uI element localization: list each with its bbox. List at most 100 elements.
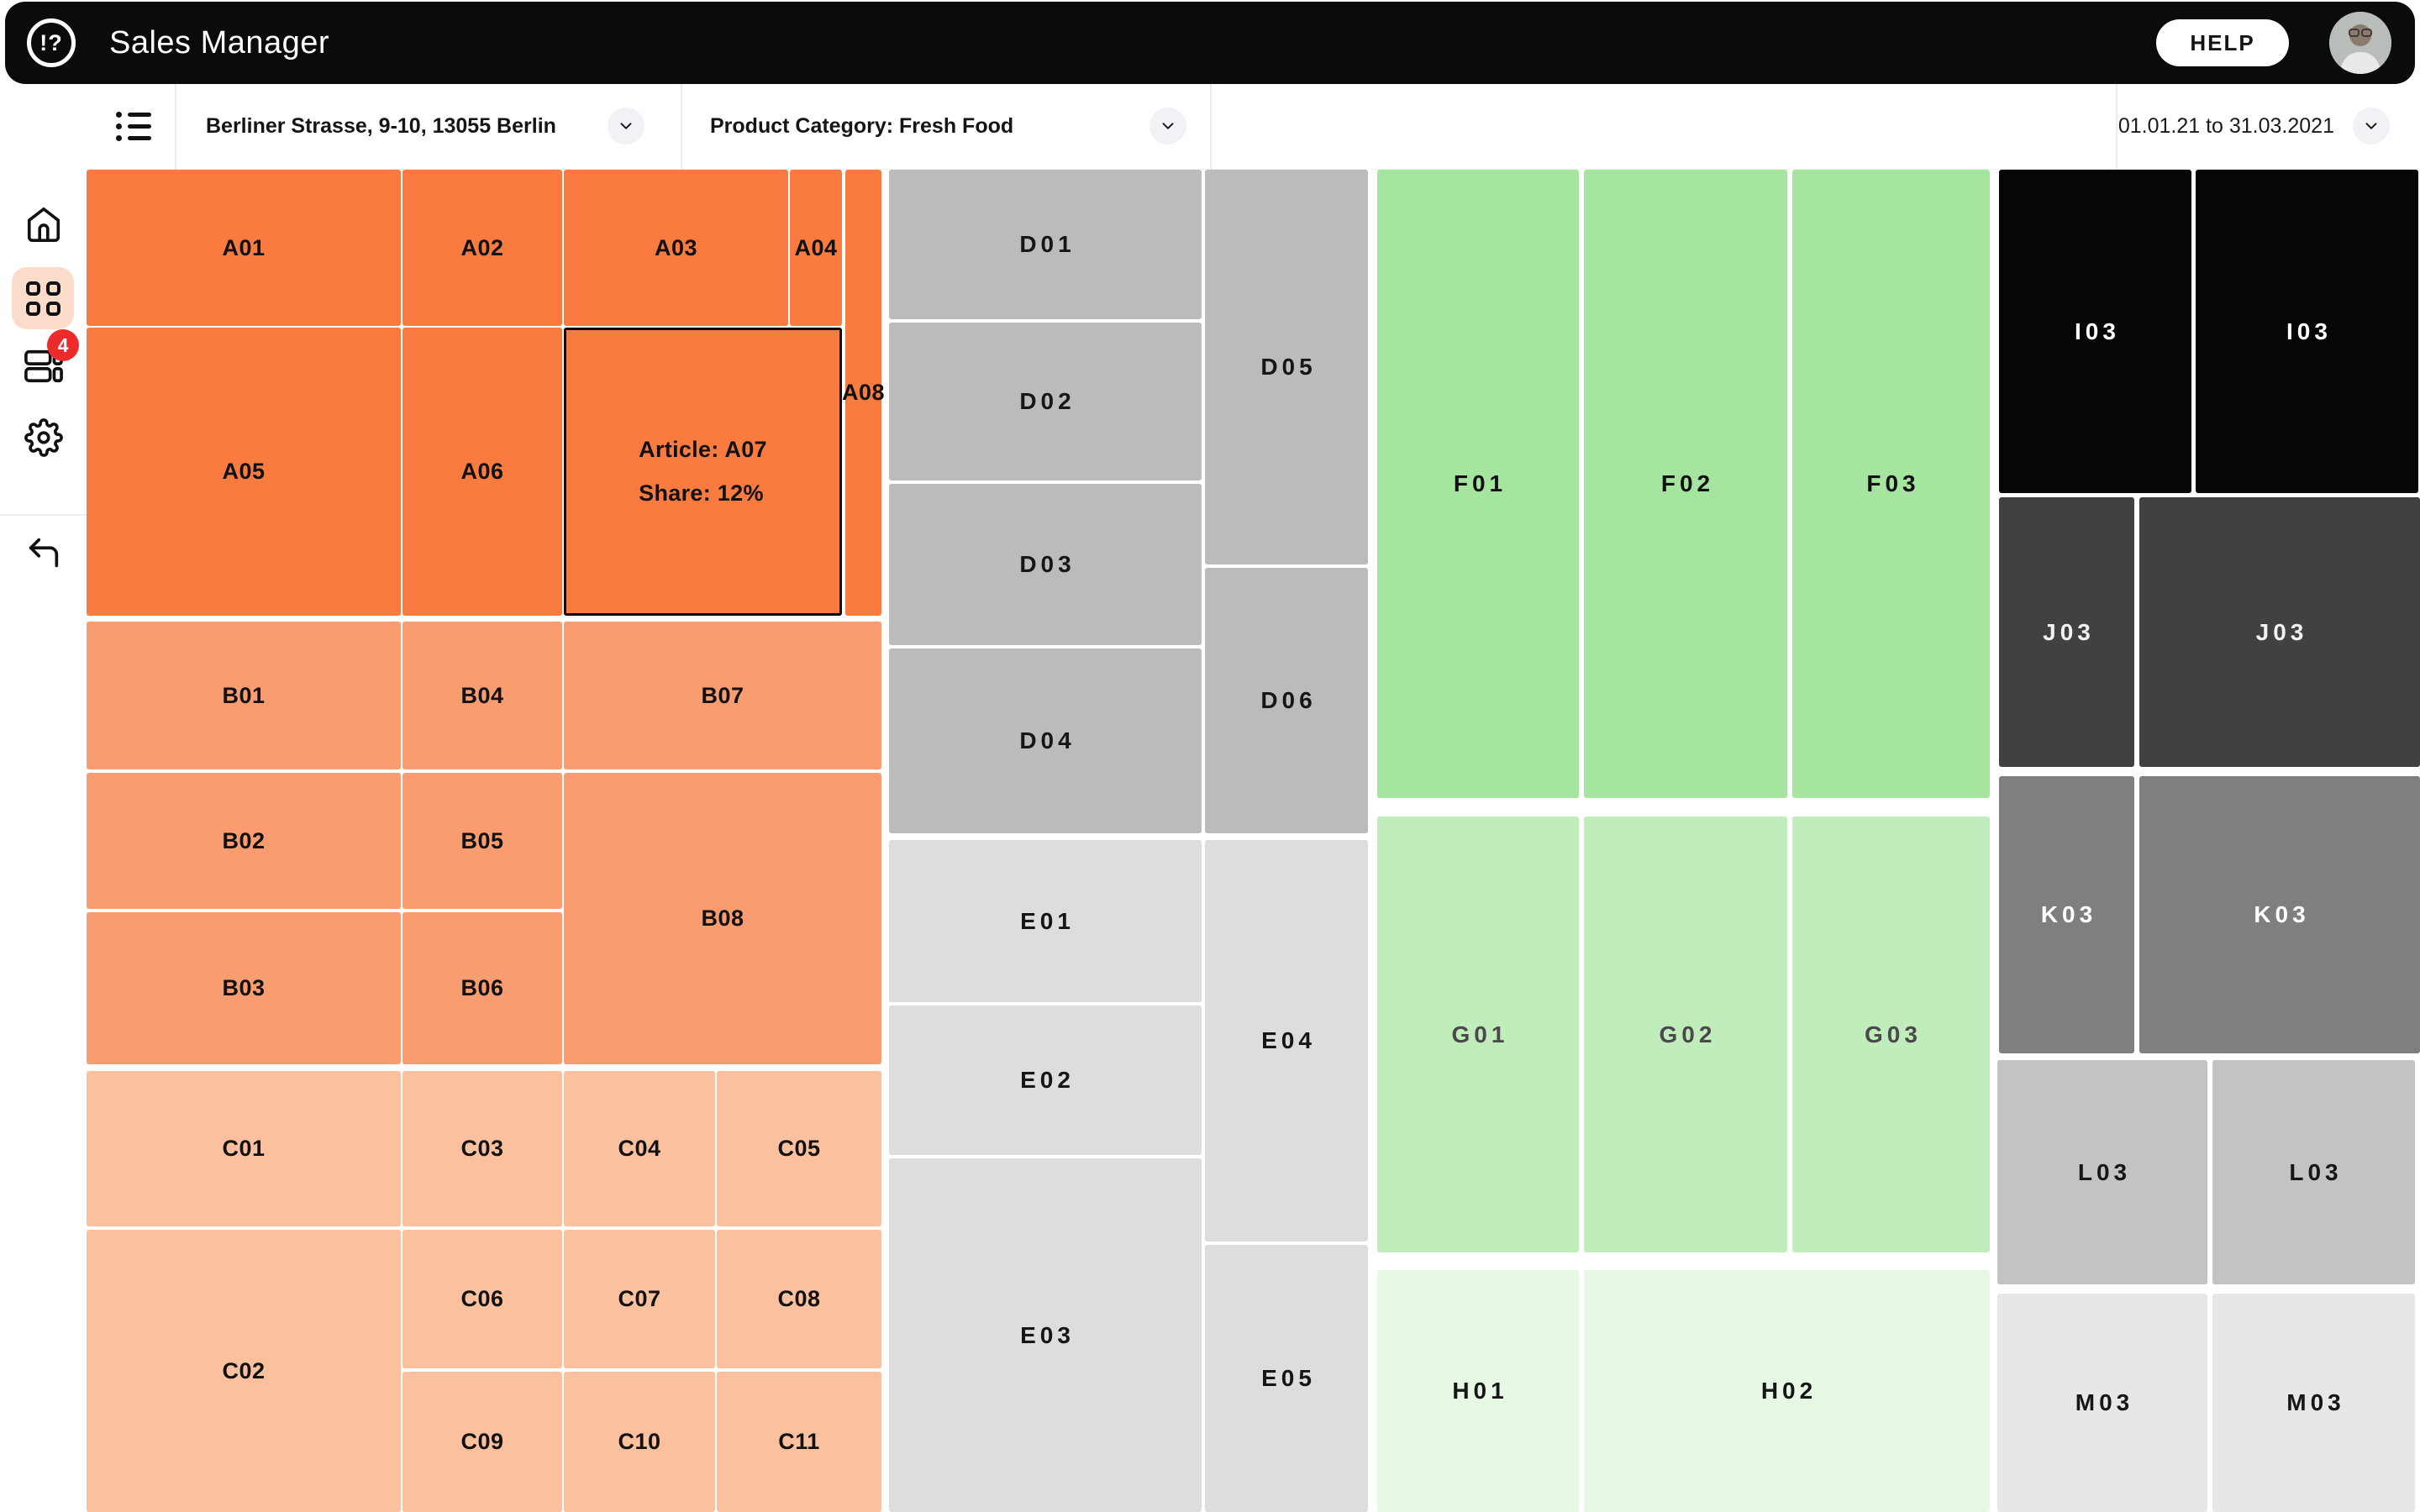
treemap-cell-G03[interactable]: G03 [1792,816,1990,1252]
list-icon [128,136,151,140]
treemap-cell-A05[interactable]: A05 [87,328,401,616]
treemap-cell-F01[interactable]: F01 [1377,170,1579,798]
treemap-cell-A01[interactable]: A01 [87,170,401,326]
treemap-cell-H01[interactable]: H01 [1377,1270,1579,1512]
treemap-cell-E03[interactable]: E03 [889,1158,1202,1512]
cell-label: J03 [2043,618,2095,645]
app-logo-icon: !? [27,18,76,67]
cell-label: C10 [618,1429,661,1454]
treemap-cell-E01[interactable]: E01 [889,840,1202,1002]
treemap-cell-L03-left[interactable]: L03 [1997,1060,2207,1284]
treemap-cell-B07[interactable]: B07 [564,622,881,769]
treemap-cell-G02[interactable]: G02 [1584,816,1787,1252]
treemap-cell-C01[interactable]: C01 [87,1071,401,1226]
treemap-cell-B02[interactable]: B02 [87,773,401,909]
notification-badge: 4 [47,329,79,361]
treemap-cell-J03-right[interactable]: J03 [2139,497,2420,767]
treemap-cell-A08[interactable]: A08 [842,170,885,616]
cell-label: F01 [1453,470,1507,496]
treemap-cell-A06[interactable]: A06 [402,328,562,616]
cell-label: A01 [222,234,266,260]
cell-label: C04 [618,1136,661,1161]
treemap-cell-B05[interactable]: B05 [402,773,562,909]
treemap-cell-A03[interactable]: A03 [564,170,788,326]
treemap-cell-K03-right[interactable]: K03 [2139,776,2420,1053]
treemap-cell-E04[interactable]: E04 [1205,840,1368,1242]
treemap-cell-B04[interactable]: B04 [402,622,562,769]
treemap-cell-C07[interactable]: C07 [564,1230,715,1368]
treemap-cell-C04[interactable]: C04 [564,1071,715,1226]
treemap-cell-M03-left[interactable]: M03 [1997,1294,2207,1512]
treemap-cell-C08[interactable]: C08 [717,1230,881,1368]
cell-label: E04 [1261,1027,1316,1053]
treemap-cell-B03[interactable]: B03 [87,912,401,1064]
cell-label: E05 [1261,1365,1316,1391]
divider [1210,82,1212,170]
treemap-cell-C03[interactable]: C03 [402,1071,562,1226]
treemap-cell-F02[interactable]: F02 [1584,170,1787,798]
treemap-cell-I03-left[interactable]: I03 [1999,170,2191,493]
back-arrow-icon [29,538,58,568]
cell-label: M03 [2286,1389,2345,1415]
avatar[interactable] [2329,12,2391,74]
grid-icon [26,281,60,316]
sidebar-item-back[interactable] [0,533,87,572]
treemap-cell-F03[interactable]: F03 [1792,170,1990,798]
treemap-cell-M03-right[interactable]: M03 [2212,1294,2415,1512]
sidebar-item-settings[interactable] [0,418,87,457]
treemap-cell-B01[interactable]: B01 [87,622,401,769]
help-button[interactable]: HELP [2156,19,2289,66]
chevron-down-icon[interactable] [608,108,644,144]
app-title: Sales Manager [109,25,330,60]
cell-label: C08 [777,1286,821,1311]
treemap-cell-C11[interactable]: C11 [717,1372,881,1512]
treemap-cell-K03-left[interactable]: K03 [1999,776,2134,1053]
date-range-label: 01.01.21 to 31.03.2021 [2118,114,2334,138]
highlight-tooltip: Article: A07 Share: 12% [639,437,767,506]
treemap-cell-D03[interactable]: D03 [889,484,1202,645]
cell-label: C09 [460,1429,504,1454]
treemap-cell-B06[interactable]: B06 [402,912,562,1064]
filter-bar: Berliner Strasse, 9-10, 13055 Berlin Pro… [87,82,2420,170]
treemap-cell-D01[interactable]: D01 [889,170,1202,319]
treemap-cell-B08[interactable]: B08 [564,773,881,1064]
treemap-cell-A07[interactable]: Article: A07 Share: 12% [564,328,842,616]
sidebar-item-dashboard[interactable] [12,267,74,329]
treemap-cell-G01[interactable]: G01 [1377,816,1579,1252]
cell-label: B07 [701,682,744,708]
sidebar-item-home[interactable] [0,205,87,244]
cell-label: C03 [460,1136,504,1161]
treemap-cell-C06[interactable]: C06 [402,1230,562,1368]
treemap-cell-D05[interactable]: D05 [1205,170,1368,564]
cell-label: C11 [778,1429,820,1454]
treemap-cell-A04[interactable]: A04 [790,170,842,326]
cell-label: B06 [460,975,504,1000]
treemap-cell-L03-right[interactable]: L03 [2212,1060,2415,1284]
treemap-cell-H02[interactable]: H02 [1584,1270,1990,1512]
treemap-cell-E02[interactable]: E02 [889,1005,1202,1155]
treemap-cell-C10[interactable]: C10 [564,1372,715,1512]
treemap-cell-D04[interactable]: D04 [889,648,1202,833]
treemap-cell-C02[interactable]: C02 [87,1230,401,1512]
treemap-cell-C05[interactable]: C05 [717,1071,881,1226]
treemap-cell-D02[interactable]: D02 [889,323,1202,480]
cell-label: H01 [1452,1378,1508,1404]
treemap-cell-C09[interactable]: C09 [402,1372,562,1512]
treemap-cell-A02[interactable]: A02 [402,170,562,326]
chevron-down-icon[interactable] [1150,108,1186,144]
treemap-cell-I03-right[interactable]: I03 [2196,170,2418,493]
category-label: Product Category: Fresh Food [710,114,1014,138]
cell-label: A05 [222,459,266,484]
list-icon [128,124,151,129]
treemap-cell-J03-left[interactable]: J03 [1999,497,2134,767]
top-bar: !? Sales Manager HELP [5,2,2415,84]
divider [0,514,87,516]
divider [2116,82,2118,170]
list-view-button[interactable] [116,109,151,143]
treemap-cell-E05[interactable]: E05 [1205,1245,1368,1512]
cell-label: B05 [460,827,504,853]
cell-label: A08 [841,380,886,405]
treemap-cell-D06[interactable]: D06 [1205,568,1368,833]
chevron-down-icon[interactable] [2353,108,2390,144]
